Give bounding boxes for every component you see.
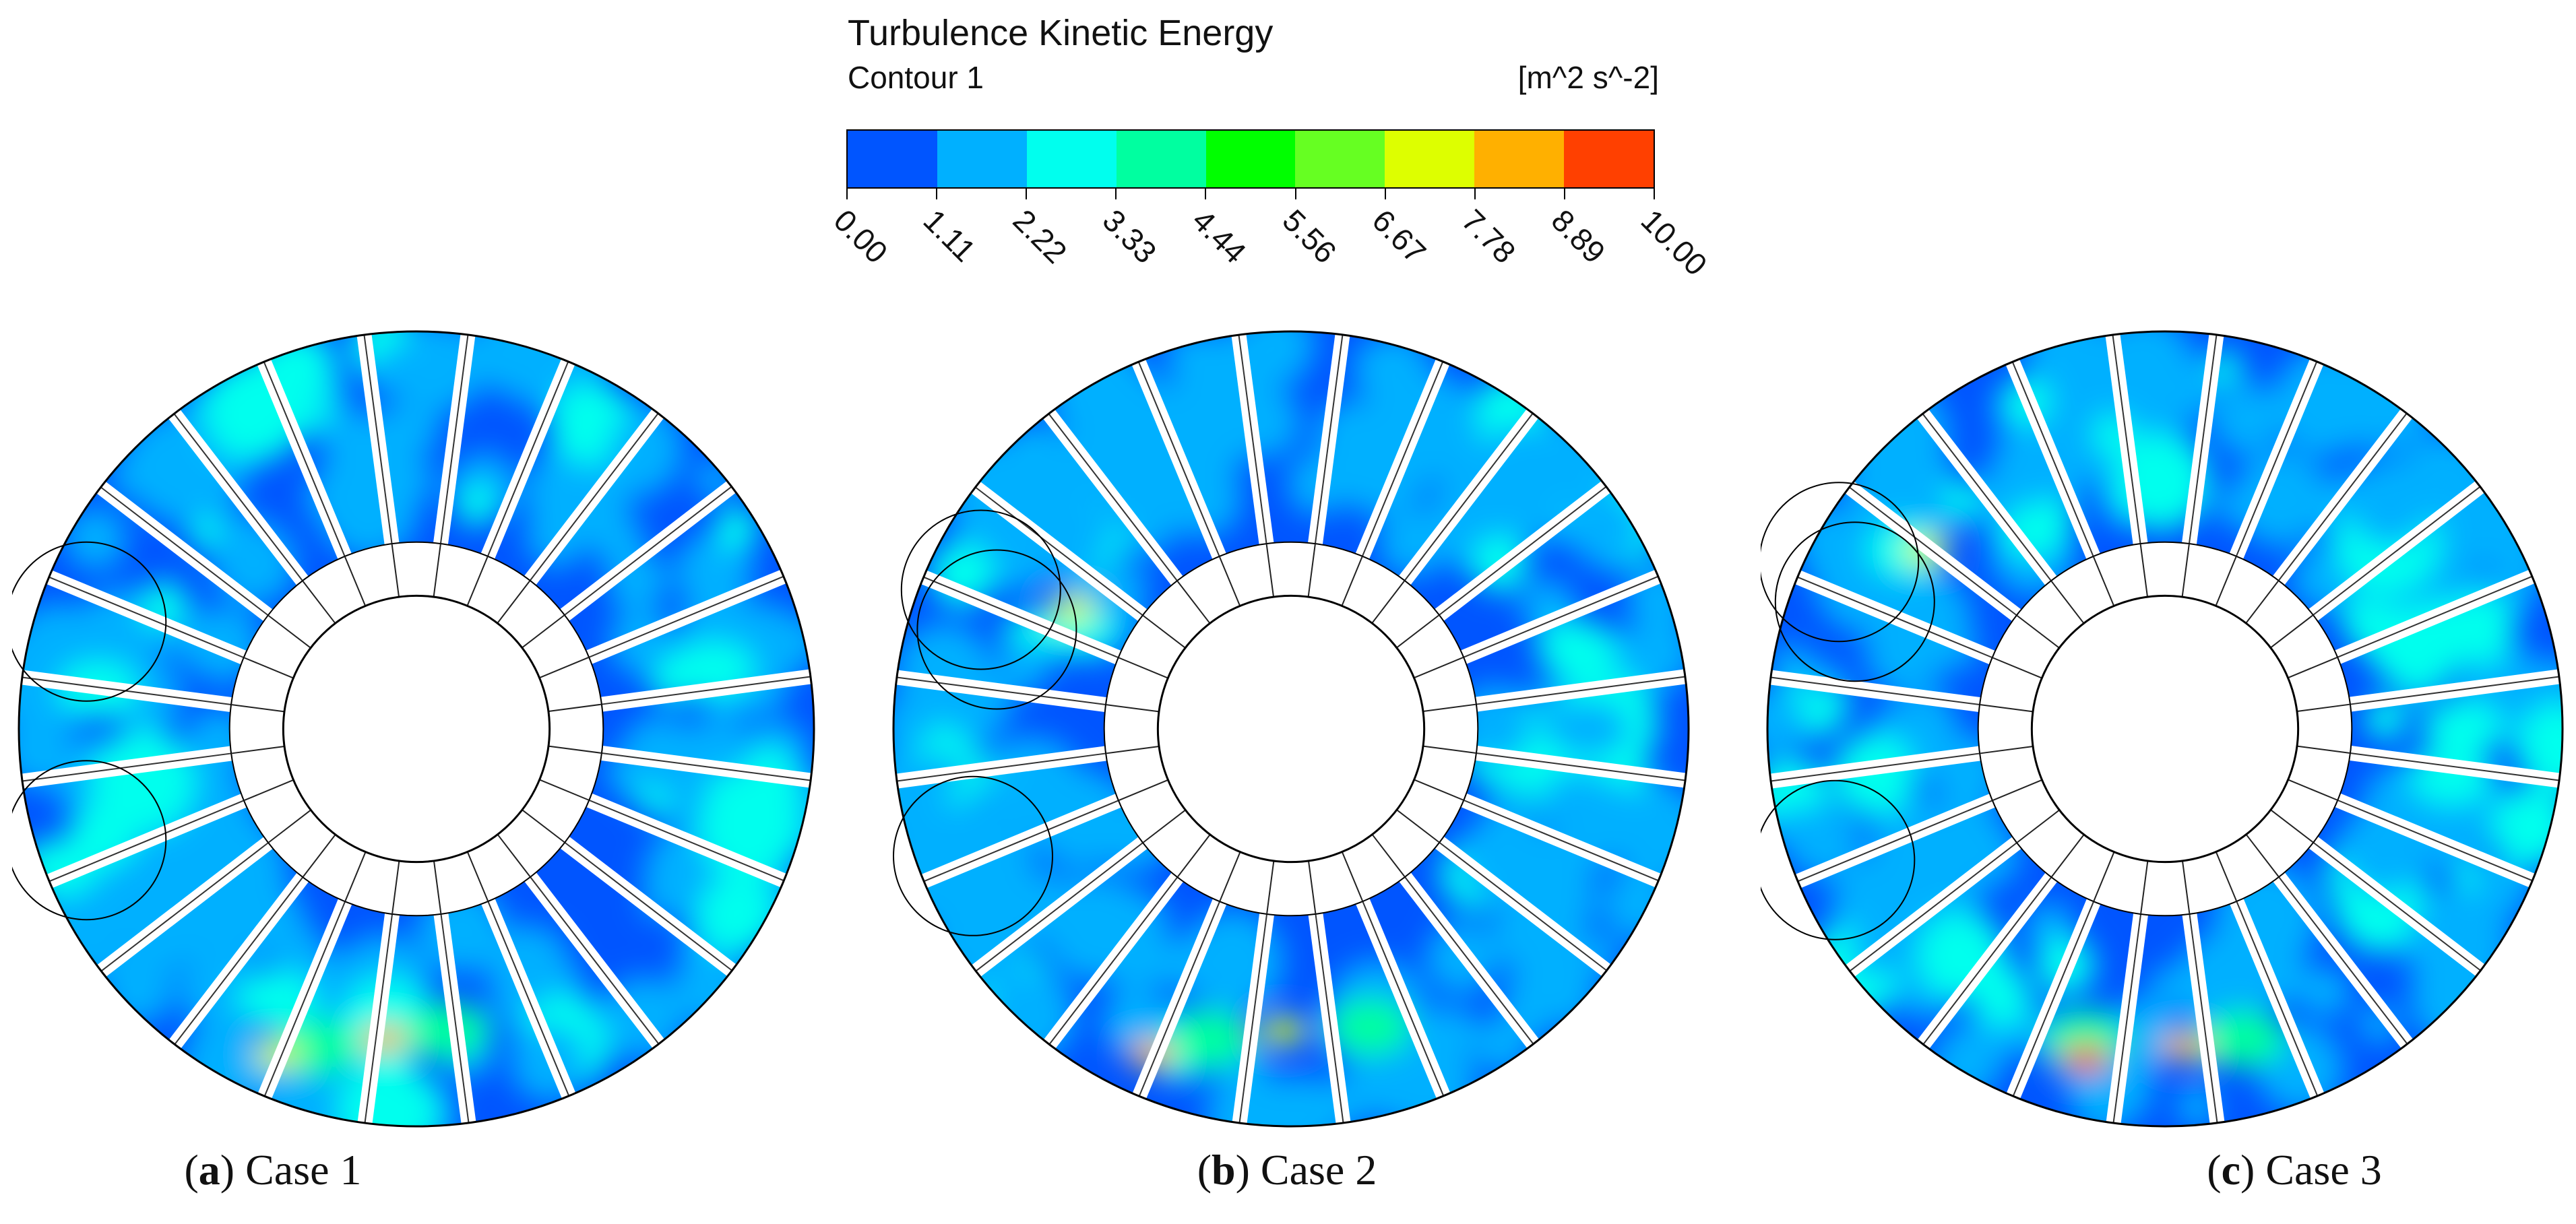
caption-text: ) Case 2 [1235, 1146, 1377, 1194]
tke-contour-disc [892, 330, 1690, 1128]
panel-case-3 [1755, 325, 2569, 1133]
caption-case-2: (b) Case 2 [1197, 1146, 1377, 1194]
colorbar-tick-label: 6.67 [1365, 202, 1433, 270]
highlight-circle [916, 549, 1077, 710]
colorbar-tick-label: 0.00 [827, 202, 895, 270]
highlight-circle [900, 509, 1061, 670]
colorbar-tick [1115, 189, 1117, 199]
colorbar-tick-label: 8.89 [1544, 202, 1612, 270]
panel-case-2 [887, 325, 1695, 1133]
caption-letter: c [2221, 1146, 2240, 1194]
colorbar-segment [1026, 131, 1117, 187]
legend-subtitle: Contour 1 [848, 60, 984, 95]
colorbar-segment [1116, 131, 1206, 187]
highlight-circle [893, 775, 1053, 936]
caption-case-3: (c) Case 3 [2207, 1146, 2382, 1194]
colorbar-segment [1564, 131, 1654, 187]
colorbar-tick-label: 4.44 [1185, 202, 1254, 270]
caption-letter: b [1212, 1146, 1236, 1194]
colorbar-tick-label: 10.00 [1634, 202, 1714, 282]
colorbar-segment [848, 131, 937, 187]
colorbar-tick [1474, 189, 1476, 199]
panel-case-1 [6, 325, 821, 1133]
colorbar-tick-label: 3.33 [1096, 202, 1164, 270]
colorbar-segment [1474, 131, 1565, 187]
caption-letter: a [198, 1146, 220, 1194]
colorbar-tick [1026, 189, 1028, 199]
colorbar-tick [1205, 189, 1207, 199]
tke-contour-disc [6, 330, 815, 1128]
colorbar-tick [1563, 189, 1565, 199]
legend-title: Turbulence Kinetic Energy [848, 13, 1274, 53]
colorbar-segment [1385, 131, 1475, 187]
colorbar-segment [1205, 131, 1296, 187]
caption-text: ) Case 3 [2240, 1146, 2382, 1194]
colorbar-tick-label: 2.22 [1006, 202, 1074, 270]
caption-text: ) Case 1 [220, 1146, 362, 1194]
legend-units: [m^2 s^-2] [1517, 60, 1659, 95]
colorbar-tick-label: 7.78 [1455, 202, 1523, 270]
colorbar-tick-label: 5.56 [1276, 202, 1344, 270]
caption-case-1: (a) Case 1 [184, 1146, 362, 1194]
highlight-circle [1774, 521, 1935, 682]
colorbar-tick [936, 189, 938, 199]
colorbar [846, 129, 1655, 189]
colorbar-ticks: 0.00 1.11 2.22 3.33 4.44 5.56 6.67 7.78 8.89 10.0… [0, 0, 2576, 310]
colorbar-segment [1295, 131, 1385, 187]
colorbar-tick [1294, 189, 1296, 199]
tke-contour-disc [1755, 330, 2564, 1128]
colorbar-tick [1654, 189, 1655, 199]
colorbar-tick [1384, 189, 1386, 199]
colorbar-segment [937, 131, 1027, 187]
colorbar-tick [846, 189, 848, 199]
colorbar-tick-label: 1.11 [916, 202, 983, 269]
